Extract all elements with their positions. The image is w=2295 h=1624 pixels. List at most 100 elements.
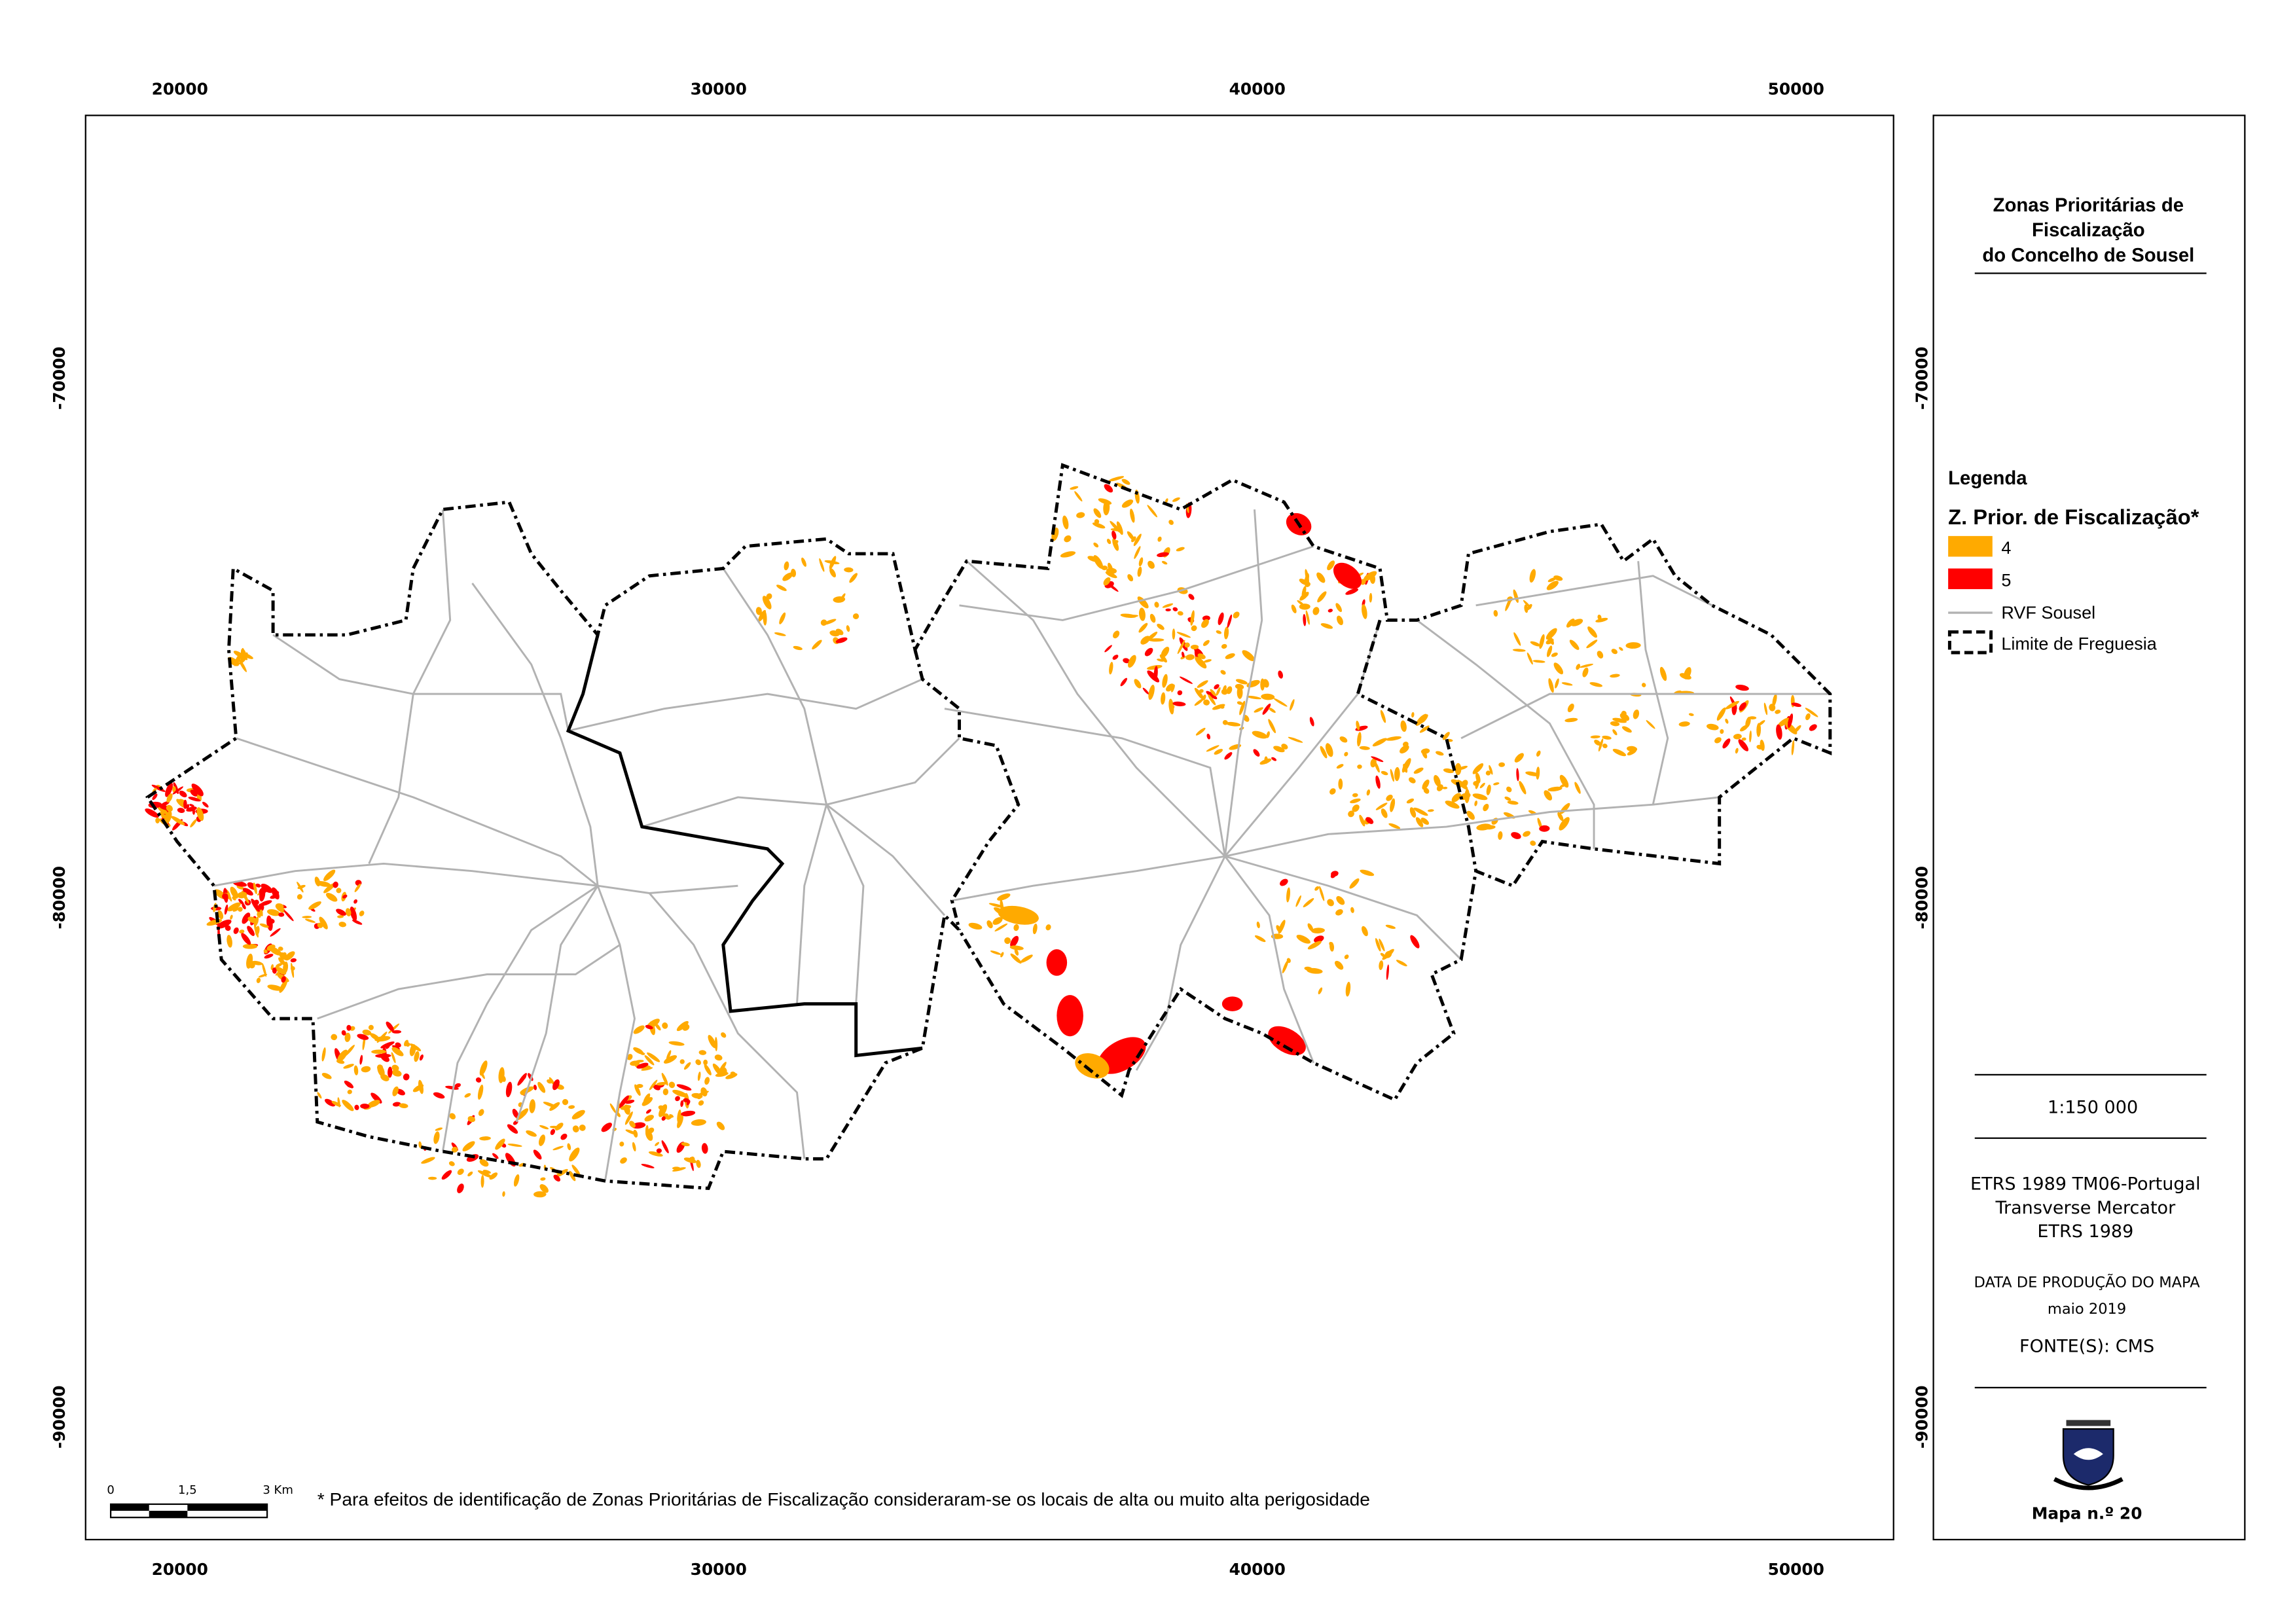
zone-patch: [666, 1050, 672, 1060]
zone-patch: [267, 984, 283, 991]
zone-patch: [672, 1089, 688, 1098]
zone-patch: [1357, 764, 1362, 769]
zone-patch: [1411, 712, 1415, 718]
zone-patch: [1311, 928, 1325, 933]
zone-patch: [1733, 734, 1742, 740]
zone-patch: [492, 1153, 499, 1159]
zone-patch: [1595, 617, 1608, 623]
zone-patch: [1547, 645, 1553, 657]
zone-patch: [1335, 960, 1344, 970]
zone-patch: [1483, 803, 1489, 812]
zone-patch: [1364, 571, 1377, 581]
zone-patch: [1177, 611, 1184, 616]
info-panel: [1932, 115, 2246, 1541]
zone-patch: [284, 951, 295, 961]
zone-patch: [1461, 780, 1468, 788]
zone-patch: [1763, 702, 1768, 715]
zone-patch: [1619, 647, 1623, 651]
zone-patch: [1296, 935, 1310, 944]
zone-patch: [325, 893, 338, 902]
zone-patch: [820, 619, 827, 626]
zone-patch: [1335, 909, 1343, 916]
zone-patch: [1523, 831, 1530, 837]
zone-patch: [1221, 996, 1243, 1011]
zone-patch: [272, 890, 280, 895]
parish-boundaries: [145, 463, 1832, 1191]
zone-patch: [202, 801, 209, 808]
zone-patch: [1415, 817, 1424, 827]
zone-patch: [1154, 602, 1159, 608]
zone-patch: [681, 1142, 690, 1147]
projection: ETRS 1989 TM06-Portugal Transverse Merca…: [1970, 1174, 2201, 1242]
zone-patch: [371, 1049, 387, 1054]
zone-patch: [782, 572, 793, 581]
zone-patch: [552, 1146, 564, 1151]
zone-patch: [256, 977, 261, 983]
zone-patch: [1161, 646, 1170, 658]
zone-patch: [1268, 719, 1276, 734]
zone-patch: [1758, 720, 1765, 726]
zone-patch: [1214, 749, 1223, 755]
zone-patch: [529, 1099, 535, 1113]
zone-patch: [477, 1170, 493, 1178]
zone-patch: [640, 1052, 645, 1055]
zone-patch: [1106, 581, 1119, 592]
road: [966, 560, 1226, 857]
zone-patch: [641, 1164, 655, 1168]
zone-patch: [1305, 610, 1310, 625]
zone-patch: [1104, 645, 1112, 653]
zone-patch: [1020, 954, 1033, 963]
road: [1225, 796, 1720, 857]
zone-patch: [331, 1034, 338, 1041]
zone-patch: [155, 818, 160, 823]
zone-patch: [190, 789, 198, 797]
zone-patch: [362, 1029, 372, 1036]
y-coordinate-label: -70000: [1913, 347, 1932, 410]
zone-patch: [1602, 743, 1608, 749]
zone-patch: [1466, 810, 1475, 820]
zone-patch: [571, 1164, 581, 1176]
zone-patch: [242, 943, 258, 949]
zone-patch: [1195, 727, 1206, 736]
zone-patch: [762, 596, 772, 609]
title-line: do Concelho de Sousel: [1982, 245, 2194, 266]
zone-patch: [290, 966, 295, 971]
zone-patch: [844, 567, 854, 573]
zone-patch: [1064, 535, 1072, 543]
zone-patch: [354, 1104, 359, 1110]
zone-patch: [1171, 684, 1175, 693]
zone-patch: [812, 640, 822, 650]
parish-boundary: [1356, 619, 1478, 872]
zone-patch: [268, 918, 275, 924]
zone-patch: [1328, 608, 1333, 613]
zone-patch: [1413, 807, 1428, 816]
zone-patch: [278, 957, 286, 965]
zone-patch: [1422, 750, 1428, 759]
zone-patch: [259, 923, 269, 928]
zone-patch: [1356, 721, 1360, 731]
zone-patch: [552, 1079, 560, 1091]
zone-patch: [1305, 573, 1309, 585]
legend-label: 4: [2001, 538, 2011, 558]
zone-patch: [1060, 551, 1076, 558]
zone-patch: [1527, 604, 1532, 611]
zone-patch: [189, 804, 194, 807]
scale-text: 1:150 000: [2048, 1097, 2138, 1117]
zone-patch: [1386, 794, 1393, 801]
zone-patch: [1532, 660, 1545, 663]
zone-patch: [645, 1024, 653, 1030]
road: [944, 708, 1226, 857]
zone-patch: [721, 1032, 727, 1038]
zone-patch: [1149, 613, 1156, 623]
zone-patch: [336, 888, 342, 893]
zone-patch: [1400, 745, 1409, 754]
zone-patch: [698, 1100, 704, 1106]
source: FONTE(S): CMS: [2019, 1337, 2154, 1357]
zone-patch: [1722, 738, 1731, 749]
zone-patch: [1046, 949, 1068, 976]
zone-patch: [1390, 768, 1394, 782]
zone-patch: [533, 1191, 547, 1198]
zone-patch: [1474, 800, 1478, 806]
zone-patch: [1561, 682, 1573, 686]
zone-patch: [489, 1172, 498, 1180]
